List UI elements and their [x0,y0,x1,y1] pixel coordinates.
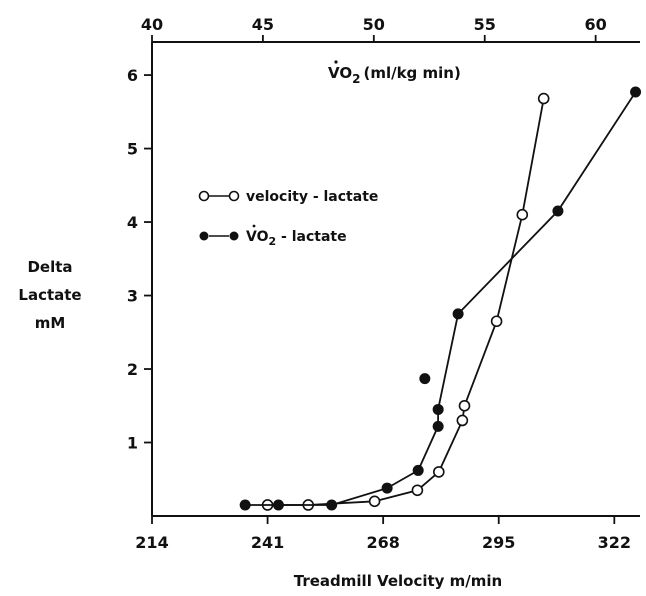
series-0-point-6 [458,399,471,412]
legend-label-vo2: VO2 - lactate [246,229,347,248]
x2-tick-label-2: 50 [363,15,385,34]
series-1-point-1 [272,499,284,511]
y-tick-label-5: 6 [127,66,138,85]
series-line-0 [267,98,545,506]
legend-open-marker-left [198,190,210,202]
series-1-point-10 [630,86,642,98]
series-1-point-8 [452,308,464,320]
x2-tick-label-1: 45 [252,15,274,34]
x2-axis-title: VO2 (ml/kg min) [328,60,461,86]
x-tick-label-0: 214 [135,533,168,552]
series-1-point-5 [432,420,444,432]
series-0-point-3 [411,484,424,497]
series-0-point-5 [456,414,469,427]
series-0-point-2 [368,495,381,508]
x-tick-label-3: 295 [482,533,515,552]
series-layer [239,86,642,511]
legend-vo2-rest: - lactate [276,229,346,245]
series-line-1 [245,91,637,506]
legend-filled-marker-left [199,231,209,241]
x-tick-label-4: 322 [598,533,631,552]
svg-text:VO2(ml/kg min): VO2 (ml/kg min) [328,64,461,86]
x2-tick-label-3: 55 [474,15,496,34]
y-tick-label-0: 1 [127,434,138,453]
legend-entry-velocity: velocity - lactate [198,189,378,205]
legend-open-marker-right [228,190,240,202]
y-tick-label-2: 3 [127,287,138,306]
legend-vo2-dot [252,224,256,228]
series-1-point-6 [432,403,444,415]
legend-vo2-sub: 2 [269,235,277,248]
x2-title-dot [334,60,338,64]
series-0-point-7 [490,315,503,328]
y-axis-title-line-2: Lactate [18,286,81,304]
legend-entry-vo2: VO2 - lactate [199,224,347,248]
series-1-point-2 [326,499,338,511]
legend-filled-marker-right [229,231,239,241]
legend-label-velocity: velocity - lactate [246,189,378,205]
series-0-point-4 [433,466,445,478]
series-1-point-0 [239,499,251,511]
series-1 [239,86,642,511]
series-1-point-3 [381,482,393,494]
x2-title-subscript: 2 [352,72,360,86]
x-tick-label-1: 241 [251,533,284,552]
y-tick-label-3: 4 [127,213,138,232]
y-tick-label-4: 5 [127,140,138,159]
series-0-point-8 [516,208,529,221]
series-1-point-7 [419,373,431,385]
series-1-point-9 [552,205,564,217]
series-0-point-9 [537,92,550,105]
x2-title-vo: VO [328,64,352,82]
y-axis-title-line-1: Delta [27,258,72,276]
legend-vo2-main: VO [246,229,269,245]
x2-tick-label-4: 60 [585,15,607,34]
x-tick-label-2: 268 [366,533,399,552]
series-0 [261,92,550,511]
plot-frame [151,41,640,517]
y-tick-label-1: 2 [127,360,138,379]
y-axis-title-line-3: mM [35,314,66,332]
x2-tick-label-0: 40 [141,15,163,34]
x-axis-title: Treadmill Velocity m/min [294,572,502,590]
series-1-point-4 [412,464,424,476]
legend: velocity - lactate VO2 - lactate [198,189,378,248]
x2-title-units: (ml/kg min) [363,64,460,82]
